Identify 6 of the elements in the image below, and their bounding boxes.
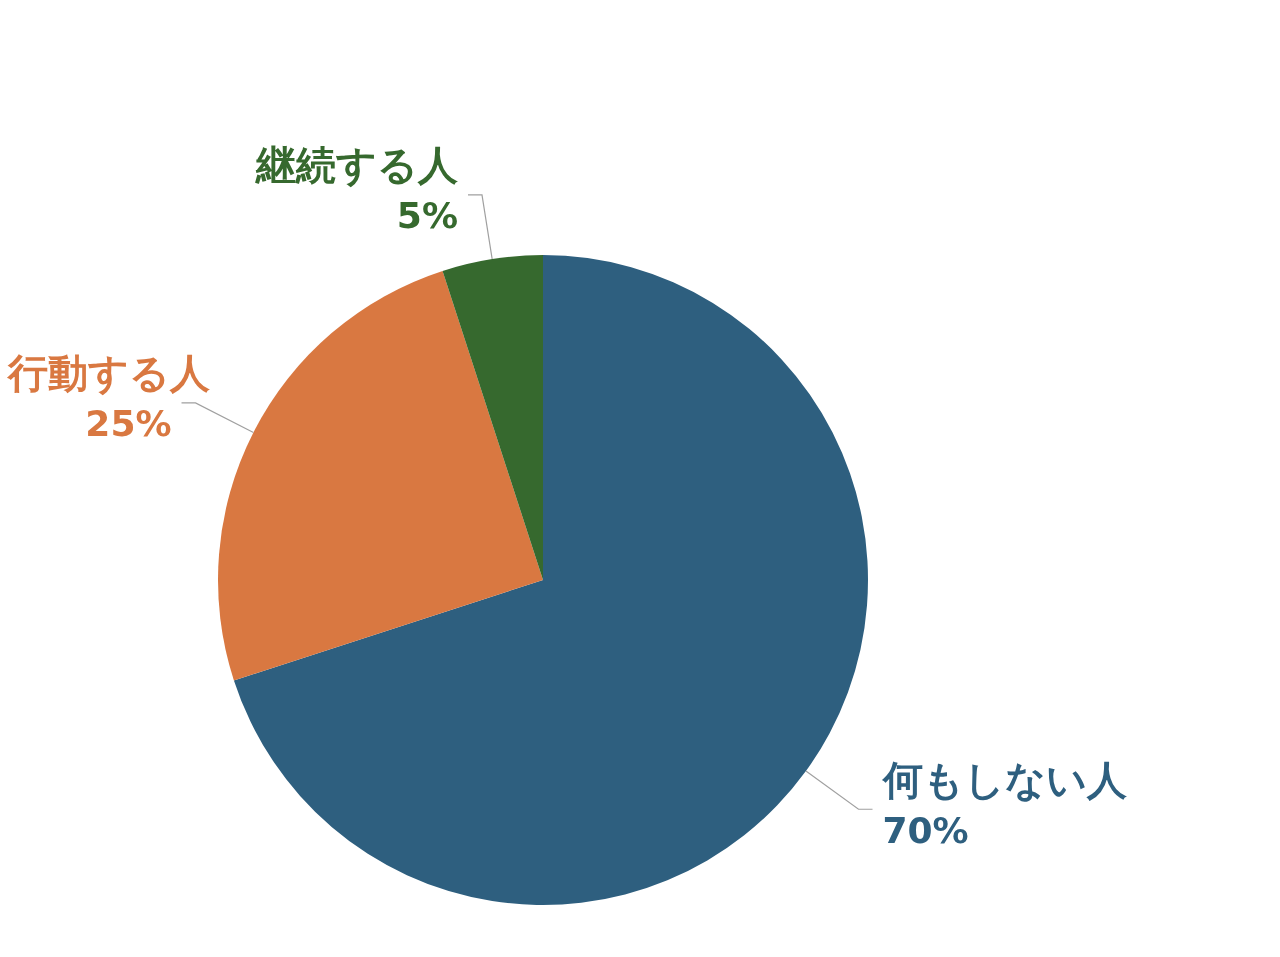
data-label: 70% — [882, 809, 969, 851]
slice-label: 行動する人 — [6, 350, 211, 397]
slice-label: 継続する人 — [254, 142, 459, 189]
data-label: 25% — [85, 403, 172, 445]
data-label: 5% — [396, 195, 458, 237]
slice-label: 何もしない人 — [880, 756, 1128, 803]
